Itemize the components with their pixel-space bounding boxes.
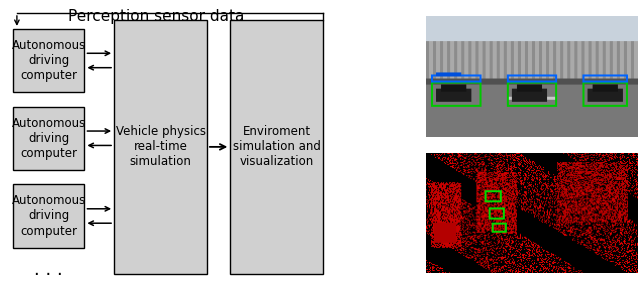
Text: Autonomous
driving
computer: Autonomous driving computer (12, 117, 86, 160)
Text: Vehicle physics
real-time
simulation: Vehicle physics real-time simulation (115, 125, 205, 168)
Text: Autonomous
driving
computer: Autonomous driving computer (12, 194, 86, 238)
Bar (230, 20, 323, 274)
Text: Perception sensor data: Perception sensor data (68, 9, 244, 24)
Bar (114, 20, 207, 274)
Text: Autonomous
driving
computer: Autonomous driving computer (12, 39, 86, 82)
Text: Enviroment
simulation and
visualization: Enviroment simulation and visualization (233, 125, 321, 168)
Bar (13, 29, 84, 92)
Bar (13, 107, 84, 170)
Bar (13, 184, 84, 248)
Text: · · ·: · · · (34, 266, 63, 284)
